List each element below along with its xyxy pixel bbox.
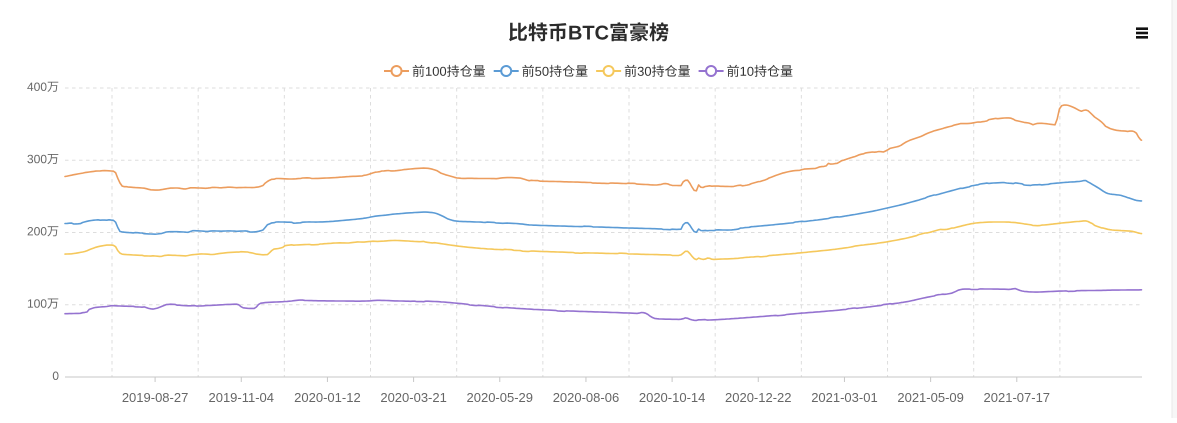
svg-text:2020-03-21: 2020-03-21 — [380, 390, 447, 405]
svg-text:2020-01-12: 2020-01-12 — [294, 390, 361, 405]
svg-text:2019-11-04: 2019-11-04 — [208, 390, 274, 405]
svg-text:2020-10-14: 2020-10-14 — [639, 390, 706, 405]
svg-text:2021-05-09: 2021-05-09 — [897, 390, 964, 405]
svg-text:2020-05-29: 2020-05-29 — [467, 390, 534, 405]
svg-text:2019-08-27: 2019-08-27 — [122, 390, 189, 405]
svg-text:2020-08-06: 2020-08-06 — [553, 390, 620, 405]
svg-text:2021-03-01: 2021-03-01 — [811, 390, 878, 405]
svg-text:2020-12-22: 2020-12-22 — [725, 390, 792, 405]
svg-text:2021-07-17: 2021-07-17 — [984, 390, 1051, 405]
